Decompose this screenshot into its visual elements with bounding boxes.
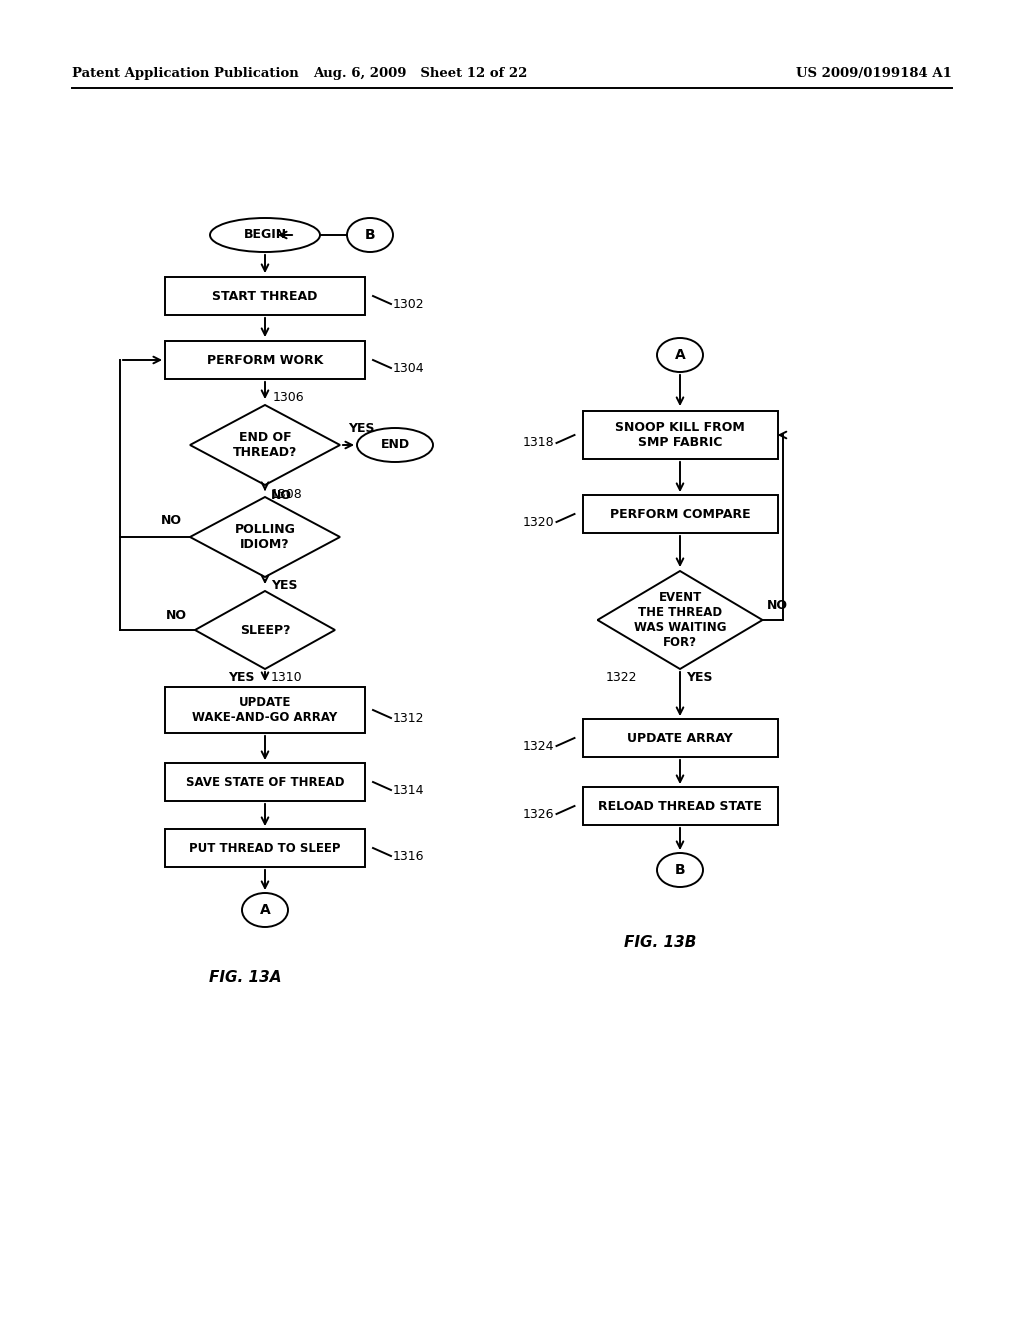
Text: US 2009/0199184 A1: US 2009/0199184 A1 [796, 67, 952, 81]
Text: POLLING
IDIOM?: POLLING IDIOM? [234, 523, 296, 550]
Polygon shape [190, 405, 340, 484]
Text: PUT THREAD TO SLEEP: PUT THREAD TO SLEEP [189, 842, 341, 854]
Text: UPDATE
WAKE-AND-GO ARRAY: UPDATE WAKE-AND-GO ARRAY [193, 696, 338, 723]
Polygon shape [190, 498, 340, 577]
Text: RELOAD THREAD STATE: RELOAD THREAD STATE [598, 800, 762, 813]
Text: 1310: 1310 [271, 671, 303, 684]
Text: YES: YES [686, 671, 713, 684]
Bar [583, 495, 777, 533]
Text: NO: NO [271, 488, 292, 502]
Ellipse shape [657, 853, 703, 887]
Text: NO: NO [166, 609, 187, 622]
Text: 1302: 1302 [393, 297, 425, 310]
Bar [165, 686, 365, 733]
Text: B: B [675, 863, 685, 876]
Polygon shape [597, 572, 763, 669]
Text: 1318: 1318 [523, 437, 555, 450]
Text: Patent Application Publication: Patent Application Publication [72, 67, 299, 81]
Text: B: B [365, 228, 376, 242]
Text: NO: NO [767, 599, 787, 612]
Text: FIG. 13A: FIG. 13A [209, 970, 282, 985]
Text: PERFORM COMPARE: PERFORM COMPARE [609, 507, 751, 520]
Text: YES: YES [348, 422, 375, 436]
Ellipse shape [347, 218, 393, 252]
Text: 1320: 1320 [523, 516, 555, 528]
Text: 1316: 1316 [393, 850, 425, 862]
Bar [583, 719, 777, 756]
Text: SAVE STATE OF THREAD: SAVE STATE OF THREAD [185, 776, 344, 788]
Text: YES: YES [228, 671, 255, 684]
Bar [165, 341, 365, 379]
Ellipse shape [210, 218, 319, 252]
Text: Aug. 6, 2009   Sheet 12 of 22: Aug. 6, 2009 Sheet 12 of 22 [312, 67, 527, 81]
Text: FIG. 13B: FIG. 13B [624, 935, 696, 950]
Bar [165, 763, 365, 801]
Text: END OF
THREAD?: END OF THREAD? [232, 432, 297, 459]
Text: SLEEP?: SLEEP? [240, 623, 290, 636]
Text: END: END [381, 438, 410, 451]
Bar [583, 411, 777, 459]
Polygon shape [195, 591, 335, 669]
Text: UPDATE ARRAY: UPDATE ARRAY [627, 731, 733, 744]
Text: 1304: 1304 [393, 362, 425, 375]
Text: A: A [260, 903, 270, 917]
Bar [583, 787, 777, 825]
Text: SNOOP KILL FROM
SMP FABRIC: SNOOP KILL FROM SMP FABRIC [615, 421, 744, 449]
Text: START THREAD: START THREAD [212, 289, 317, 302]
Bar [165, 277, 365, 315]
Text: BEGIN: BEGIN [244, 228, 287, 242]
Ellipse shape [357, 428, 433, 462]
Text: 1314: 1314 [393, 784, 425, 796]
Text: 1308: 1308 [271, 488, 303, 502]
Bar [165, 829, 365, 867]
Text: 1322: 1322 [605, 671, 637, 684]
Text: 1326: 1326 [523, 808, 555, 821]
Text: A: A [675, 348, 685, 362]
Text: 1312: 1312 [393, 711, 425, 725]
Text: NO: NO [161, 513, 182, 527]
Text: 1324: 1324 [523, 739, 555, 752]
Text: PERFORM WORK: PERFORM WORK [207, 354, 324, 367]
Text: YES: YES [271, 579, 298, 591]
Ellipse shape [242, 894, 288, 927]
Ellipse shape [657, 338, 703, 372]
Text: EVENT
THE THREAD
WAS WAITING
FOR?: EVENT THE THREAD WAS WAITING FOR? [634, 591, 726, 649]
Text: 1306: 1306 [273, 391, 304, 404]
